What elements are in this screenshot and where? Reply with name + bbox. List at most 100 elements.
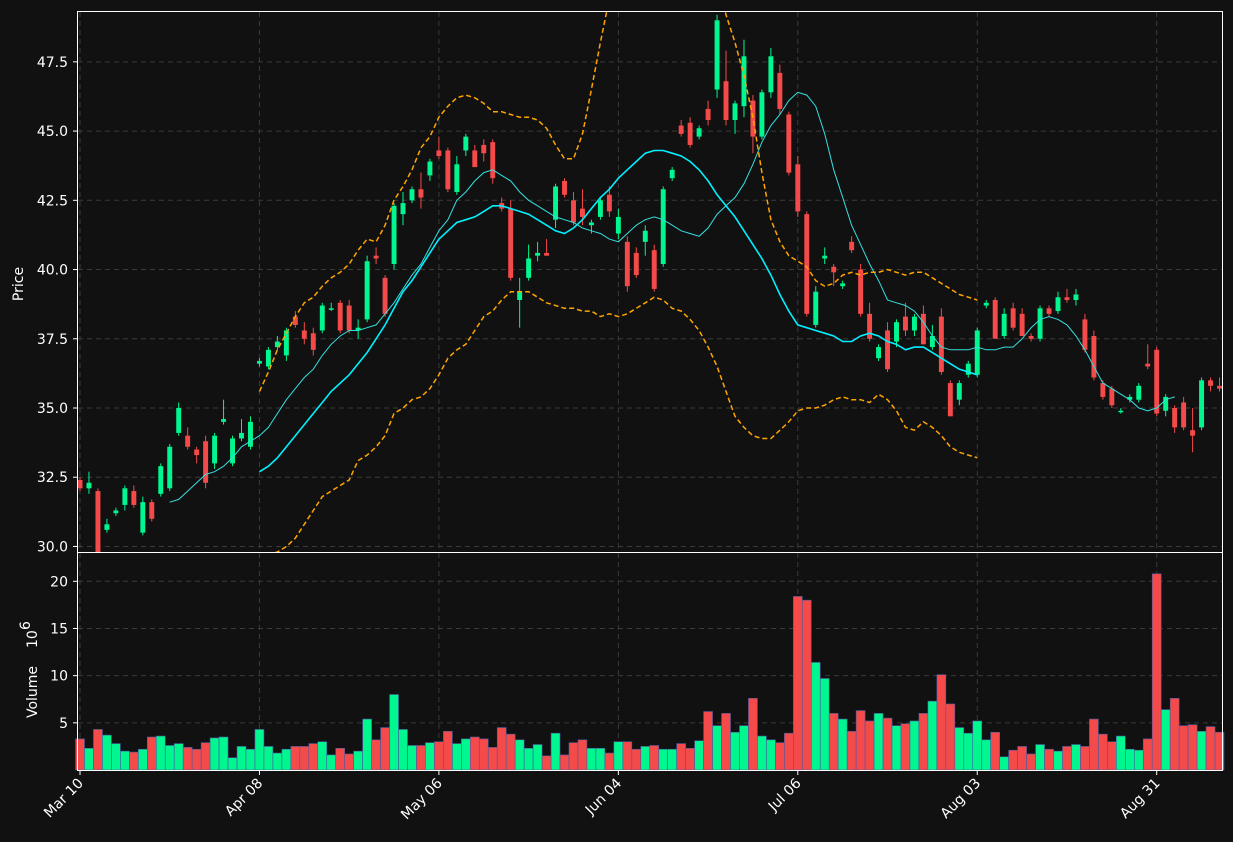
candle-up <box>319 305 325 331</box>
candle-down <box>579 208 585 217</box>
volume-bar <box>335 747 345 771</box>
candle-down <box>571 200 576 223</box>
candle-up <box>454 164 460 192</box>
volume-bar <box>819 678 830 771</box>
candle-down <box>373 255 379 259</box>
volume-bar <box>748 697 758 771</box>
volume-bar <box>281 748 292 771</box>
candle-down <box>705 108 711 120</box>
candle-up <box>813 291 819 325</box>
candle-down <box>786 114 792 173</box>
candle-down <box>1100 383 1106 397</box>
volume-bar <box>452 743 462 771</box>
volume-bar <box>478 738 489 771</box>
candle-up <box>1136 385 1142 400</box>
candle-up <box>696 128 702 137</box>
volume-bar <box>757 735 767 771</box>
price-tick-label: 30.0 <box>37 539 68 555</box>
candle-down <box>1109 388 1115 406</box>
volume-bar <box>1098 733 1108 771</box>
candle-up <box>1118 410 1124 413</box>
candle-up <box>167 446 173 489</box>
volume-bar <box>487 747 498 771</box>
candle-up <box>140 502 146 533</box>
volume-bar <box>739 725 749 771</box>
candle-up <box>669 169 675 179</box>
candle-down <box>1064 297 1070 300</box>
candle-up <box>840 283 846 287</box>
candle-up <box>283 330 289 356</box>
volume-bar <box>882 717 893 771</box>
volume-tick-label: 20 <box>50 574 68 590</box>
candle-down <box>149 502 155 519</box>
volume-bar <box>209 737 220 771</box>
volume-bars <box>75 573 1225 771</box>
candle-up <box>965 363 971 375</box>
candle-down <box>633 252 639 276</box>
volume-bar <box>595 747 606 771</box>
volume-bar <box>793 596 803 771</box>
volume-bar <box>398 729 408 771</box>
volume-bar <box>272 752 283 771</box>
volume-bar <box>416 745 426 771</box>
candle-up <box>535 252 541 256</box>
price-tick-label: 45.0 <box>37 124 68 140</box>
candle-down <box>750 100 756 137</box>
volume-bar <box>344 753 354 771</box>
volume-tick-label: 15 <box>50 621 68 637</box>
candle-up <box>1037 308 1043 339</box>
candle-down <box>651 250 657 289</box>
volume-bar <box>254 729 265 771</box>
volume-bar <box>371 739 381 771</box>
volume-bar <box>981 739 992 771</box>
candle-up <box>660 189 666 264</box>
candle-up <box>274 341 280 348</box>
volume-bar <box>523 747 534 771</box>
volume-bar <box>667 748 677 771</box>
volume-bar <box>389 694 399 771</box>
candle-down <box>203 441 209 483</box>
candle-down <box>1019 313 1025 336</box>
candle-down <box>804 214 810 314</box>
volume-bar <box>649 745 660 771</box>
volume-bar <box>1169 697 1180 771</box>
volume-bar <box>900 723 911 771</box>
candle-down <box>131 491 137 505</box>
candle-up <box>230 438 236 464</box>
indicator-lines <box>169 12 1175 552</box>
volume-bar <box>1035 744 1045 771</box>
volume-bar <box>810 662 821 771</box>
price-tick-label: 42.5 <box>37 193 68 209</box>
lower-band-line <box>274 290 978 552</box>
volume-bar <box>200 742 211 771</box>
volume-bar <box>1205 726 1216 771</box>
volume-bar <box>470 736 480 771</box>
candle-down <box>194 449 200 456</box>
volume-bar <box>227 757 238 771</box>
candle-up <box>956 383 962 400</box>
volume-bar <box>290 746 301 771</box>
volume-bar <box>245 748 256 771</box>
candle-down <box>562 180 567 195</box>
candle-up <box>104 524 110 530</box>
volume-bar <box>84 747 94 771</box>
volume-bar <box>622 741 633 771</box>
price-tick-label: 37.5 <box>37 332 68 348</box>
volume-bar <box>1116 735 1126 771</box>
volume-bar <box>129 751 139 771</box>
volume-bar <box>972 720 983 771</box>
sma-slow-line <box>259 149 978 473</box>
candle-up <box>1163 396 1169 411</box>
volume-bar <box>155 735 166 771</box>
volume-bar <box>999 756 1009 771</box>
volume-bar <box>954 727 965 771</box>
volume-bar <box>676 743 686 771</box>
volume-bar <box>658 748 669 771</box>
candle-up <box>400 203 406 215</box>
volume-bar <box>182 747 193 771</box>
upper-band-line <box>258 12 978 392</box>
volume-bar <box>93 729 103 771</box>
volume-bar <box>505 733 516 771</box>
volume-bar <box>1125 748 1135 771</box>
candle-up <box>597 200 603 217</box>
